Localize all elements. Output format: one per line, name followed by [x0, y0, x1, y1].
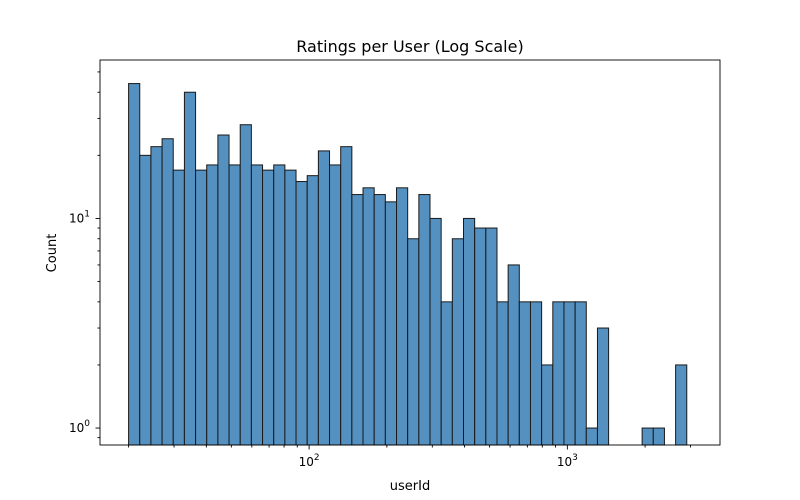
bar: [340, 146, 353, 446]
bar: [541, 364, 554, 446]
bar: [317, 150, 331, 446]
bar: [440, 301, 453, 446]
bar: [384, 201, 398, 446]
bar: [429, 217, 442, 446]
bar: [496, 301, 509, 446]
bar: [329, 164, 342, 446]
bar: [183, 91, 197, 446]
bar: [396, 187, 409, 446]
bar: [150, 146, 163, 446]
bar: [161, 138, 174, 446]
bar: [507, 264, 520, 446]
bar: [362, 187, 375, 446]
bar: [139, 154, 152, 446]
bar: [239, 124, 252, 446]
bar: [306, 175, 319, 446]
bar: [172, 169, 185, 446]
bar: [195, 169, 208, 446]
bar: [206, 164, 219, 446]
bar: [596, 327, 610, 446]
bar: [518, 301, 531, 446]
bar: [250, 164, 264, 446]
bar: [574, 301, 587, 446]
bar: [373, 194, 386, 446]
bar: [217, 134, 230, 446]
bar: [641, 427, 654, 446]
bar: [552, 301, 565, 446]
bar: [128, 83, 141, 446]
x-axis-label: userId: [390, 479, 430, 494]
bar: [652, 427, 665, 446]
y-axis-label: Count: [45, 234, 60, 273]
bar: [485, 227, 498, 446]
bar: [418, 194, 431, 446]
bar: [585, 427, 598, 446]
bar: [407, 238, 420, 446]
bar: [262, 169, 275, 446]
bar: [451, 238, 464, 446]
bar: [228, 164, 241, 446]
plot-frame: [99, 59, 721, 446]
bar: [273, 164, 286, 446]
bar: [474, 227, 487, 446]
bar: [675, 364, 688, 446]
bar: [284, 169, 297, 446]
chart-title: Ratings per User (Log Scale): [296, 37, 523, 56]
bar: [563, 301, 576, 446]
bar: [351, 194, 364, 446]
bar: [529, 301, 543, 446]
bar: [295, 181, 308, 446]
bar: [463, 217, 476, 446]
